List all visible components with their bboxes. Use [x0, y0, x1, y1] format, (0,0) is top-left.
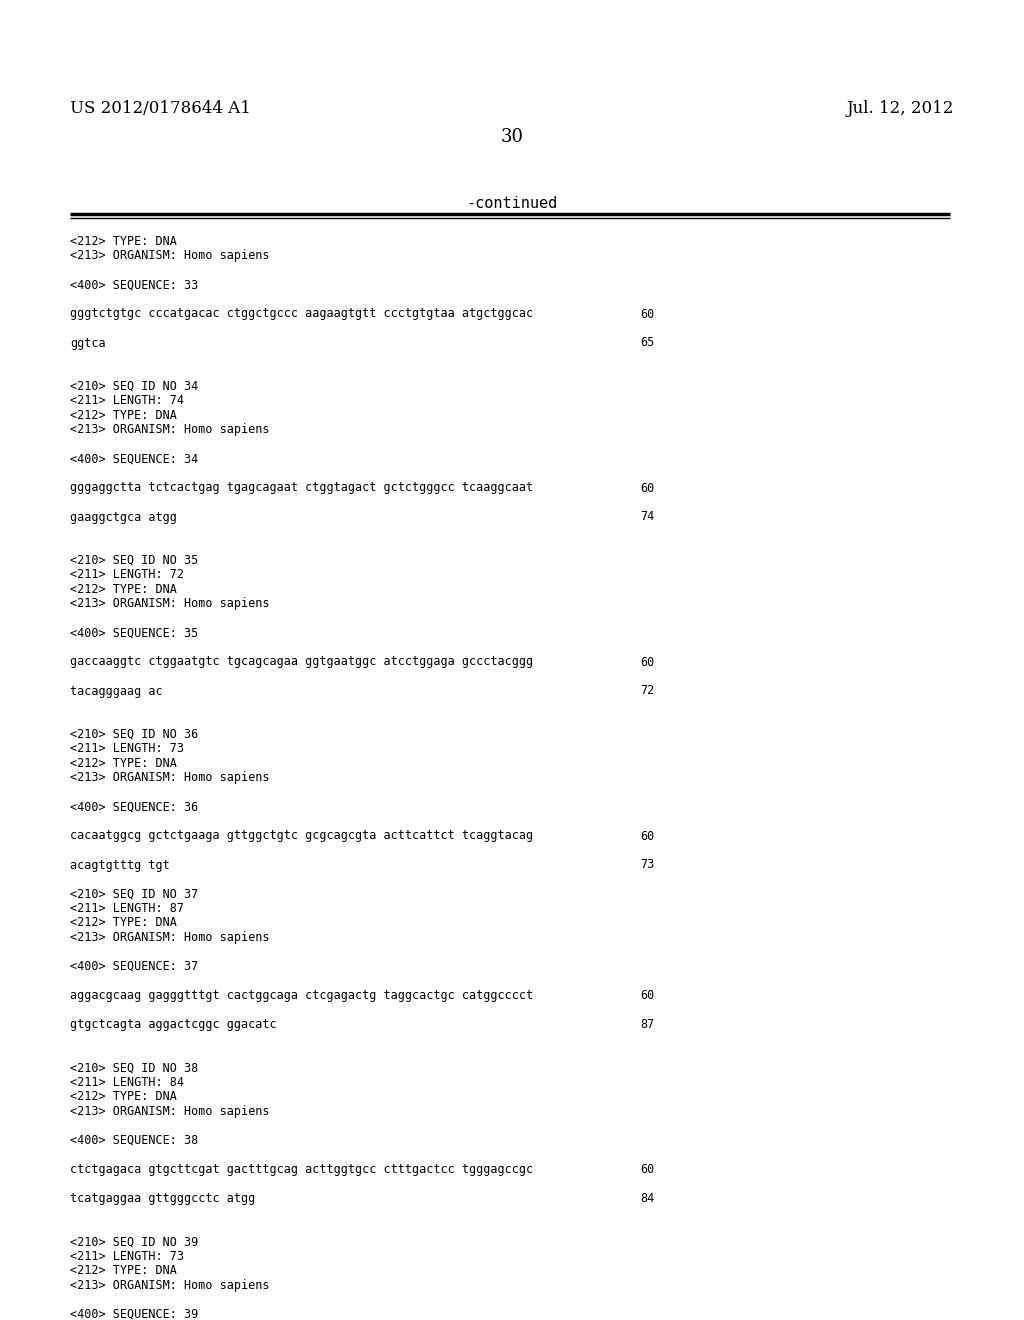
Text: <400> SEQUENCE: 38: <400> SEQUENCE: 38 [70, 1134, 199, 1147]
Text: gaccaaggtc ctggaatgtc tgcagcagaa ggtgaatggc atcctggaga gccctacggg: gaccaaggtc ctggaatgtc tgcagcagaa ggtgaat… [70, 656, 534, 668]
Text: <213> ORGANISM: Homo sapiens: <213> ORGANISM: Homo sapiens [70, 1279, 269, 1292]
Text: 60: 60 [640, 482, 654, 495]
Text: <210> SEQ ID NO 37: <210> SEQ ID NO 37 [70, 887, 199, 900]
Text: <210> SEQ ID NO 34: <210> SEQ ID NO 34 [70, 380, 199, 393]
Text: <210> SEQ ID NO 38: <210> SEQ ID NO 38 [70, 1061, 199, 1074]
Text: <212> TYPE: DNA: <212> TYPE: DNA [70, 1090, 177, 1104]
Text: 74: 74 [640, 511, 654, 524]
Text: 60: 60 [640, 1163, 654, 1176]
Text: 73: 73 [640, 858, 654, 871]
Text: <213> ORGANISM: Homo sapiens: <213> ORGANISM: Homo sapiens [70, 249, 269, 263]
Text: <211> LENGTH: 74: <211> LENGTH: 74 [70, 395, 184, 408]
Text: acagtgtttg tgt: acagtgtttg tgt [70, 858, 170, 871]
Text: <211> LENGTH: 72: <211> LENGTH: 72 [70, 569, 184, 582]
Text: <400> SEQUENCE: 33: <400> SEQUENCE: 33 [70, 279, 199, 292]
Text: ctctgagaca gtgcttcgat gactttgcag acttggtgcc ctttgactcc tgggagccgc: ctctgagaca gtgcttcgat gactttgcag acttggt… [70, 1163, 534, 1176]
Text: <211> LENGTH: 73: <211> LENGTH: 73 [70, 1250, 184, 1263]
Text: <400> SEQUENCE: 36: <400> SEQUENCE: 36 [70, 800, 199, 813]
Text: tcatgaggaa gttgggcctc atgg: tcatgaggaa gttgggcctc atgg [70, 1192, 255, 1205]
Text: 60: 60 [640, 829, 654, 842]
Text: <213> ORGANISM: Homo sapiens: <213> ORGANISM: Homo sapiens [70, 424, 269, 437]
Text: <211> LENGTH: 84: <211> LENGTH: 84 [70, 1076, 184, 1089]
Text: 60: 60 [640, 308, 654, 321]
Text: <212> TYPE: DNA: <212> TYPE: DNA [70, 235, 177, 248]
Text: <212> TYPE: DNA: <212> TYPE: DNA [70, 916, 177, 929]
Text: <213> ORGANISM: Homo sapiens: <213> ORGANISM: Homo sapiens [70, 931, 269, 944]
Text: <213> ORGANISM: Homo sapiens: <213> ORGANISM: Homo sapiens [70, 598, 269, 610]
Text: 84: 84 [640, 1192, 654, 1205]
Text: <212> TYPE: DNA: <212> TYPE: DNA [70, 409, 177, 422]
Text: <210> SEQ ID NO 39: <210> SEQ ID NO 39 [70, 1236, 199, 1249]
Text: <400> SEQUENCE: 37: <400> SEQUENCE: 37 [70, 960, 199, 973]
Text: <212> TYPE: DNA: <212> TYPE: DNA [70, 1265, 177, 1278]
Text: 30: 30 [501, 128, 523, 147]
Text: <213> ORGANISM: Homo sapiens: <213> ORGANISM: Homo sapiens [70, 771, 269, 784]
Text: 60: 60 [640, 656, 654, 668]
Text: Jul. 12, 2012: Jul. 12, 2012 [847, 100, 954, 117]
Text: <400> SEQUENCE: 39: <400> SEQUENCE: 39 [70, 1308, 199, 1320]
Text: ggtca: ggtca [70, 337, 105, 350]
Text: -continued: -continued [466, 195, 558, 211]
Text: 72: 72 [640, 685, 654, 697]
Text: gggaggctta tctcactgag tgagcagaat ctggtagact gctctgggcc tcaaggcaat: gggaggctta tctcactgag tgagcagaat ctggtag… [70, 482, 534, 495]
Text: 87: 87 [640, 1018, 654, 1031]
Text: gaaggctgca atgg: gaaggctgca atgg [70, 511, 177, 524]
Text: <213> ORGANISM: Homo sapiens: <213> ORGANISM: Homo sapiens [70, 1105, 269, 1118]
Text: <400> SEQUENCE: 35: <400> SEQUENCE: 35 [70, 627, 199, 639]
Text: aggacgcaag gagggtttgt cactggcaga ctcgagactg taggcactgc catggcccct: aggacgcaag gagggtttgt cactggcaga ctcgaga… [70, 989, 534, 1002]
Text: <211> LENGTH: 73: <211> LENGTH: 73 [70, 742, 184, 755]
Text: cacaatggcg gctctgaaga gttggctgtc gcgcagcgta acttcattct tcaggtacag: cacaatggcg gctctgaaga gttggctgtc gcgcagc… [70, 829, 534, 842]
Text: <212> TYPE: DNA: <212> TYPE: DNA [70, 756, 177, 770]
Text: tacagggaag ac: tacagggaag ac [70, 685, 163, 697]
Text: <211> LENGTH: 87: <211> LENGTH: 87 [70, 902, 184, 915]
Text: 60: 60 [640, 989, 654, 1002]
Text: <210> SEQ ID NO 36: <210> SEQ ID NO 36 [70, 729, 199, 741]
Text: <210> SEQ ID NO 35: <210> SEQ ID NO 35 [70, 554, 199, 568]
Text: <212> TYPE: DNA: <212> TYPE: DNA [70, 583, 177, 597]
Text: 65: 65 [640, 337, 654, 350]
Text: gggtctgtgc cccatgacac ctggctgccc aagaagtgtt ccctgtgtaa atgctggcac: gggtctgtgc cccatgacac ctggctgccc aagaagt… [70, 308, 534, 321]
Text: <400> SEQUENCE: 34: <400> SEQUENCE: 34 [70, 453, 199, 466]
Text: gtgctcagta aggactcggc ggacatc: gtgctcagta aggactcggc ggacatc [70, 1018, 276, 1031]
Text: US 2012/0178644 A1: US 2012/0178644 A1 [70, 100, 251, 117]
